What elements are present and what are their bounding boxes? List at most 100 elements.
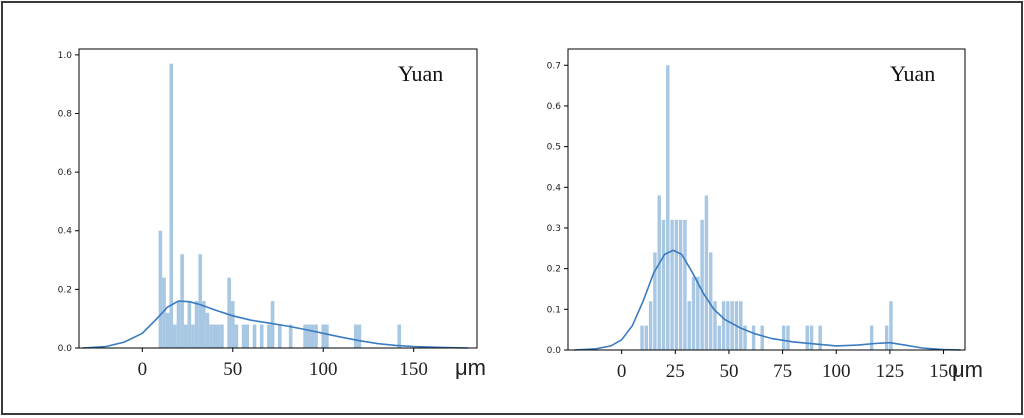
histogram-bar (353, 324, 358, 348)
x-tick-label: 50 (223, 359, 242, 380)
y-tick-label: 0.0 (547, 346, 562, 356)
histogram-bar (310, 324, 315, 348)
histogram-bar (267, 324, 271, 348)
y-tick-label: 0.6 (58, 168, 73, 178)
histogram-bar (653, 252, 657, 350)
annotation-label: Yuan (398, 61, 443, 86)
histogram-bar (713, 301, 717, 350)
histogram-bar (721, 301, 726, 350)
histogram-bar (230, 301, 235, 348)
x-tick-label: 0 (617, 361, 627, 382)
histogram-bar (205, 312, 210, 348)
histogram-bar (683, 219, 687, 350)
plot-area-frame (78, 48, 478, 349)
histogram-bar (321, 324, 326, 348)
histogram-bar (176, 301, 181, 348)
histogram-bar (809, 325, 814, 350)
kde-curve-line (574, 249, 961, 351)
histogram-bar (869, 325, 874, 350)
y-tick-label: 0.2 (547, 265, 561, 275)
histogram-bar (640, 325, 644, 350)
histogram-bar (241, 324, 246, 348)
histogram-bar (730, 301, 734, 350)
kde-curve-line (82, 300, 469, 349)
histogram-bar (252, 324, 257, 348)
histogram-bar (357, 324, 362, 348)
x-tick-label: 150 (929, 361, 958, 382)
histogram-bar (158, 230, 163, 348)
histogram-bar (687, 301, 691, 350)
x-tick-label: 50 (719, 361, 738, 382)
histogram-bar (678, 219, 683, 350)
histogram-bar (191, 324, 195, 348)
histogram-bar (288, 324, 293, 348)
histogram-bar (739, 301, 743, 350)
plot-area-frame (567, 48, 966, 351)
y-tick-label: 0.2 (58, 285, 72, 295)
histogram-bar (202, 301, 206, 348)
histogram-bar (234, 324, 239, 348)
x-tick-label: 150 (399, 359, 428, 380)
histogram-bar (818, 325, 822, 350)
x-axis-unit-label: μm (455, 355, 486, 380)
histogram-bar (648, 301, 653, 350)
x-axis-unit-label: μm (952, 357, 983, 382)
histogram-bar (183, 324, 188, 348)
histogram-bar (187, 301, 192, 348)
histogram-bar (726, 301, 730, 350)
y-tick-label: 0.1 (547, 305, 561, 315)
histogram-chart-right: 0.0 0.1 0.2 0.3 0.4 0.5 0.6 0.7 0 25 50 75 100 125 150… (547, 48, 983, 382)
histogram-bar (397, 324, 402, 348)
histogram-bar (216, 324, 221, 348)
histogram-bar (220, 324, 224, 348)
histogram-bar (805, 325, 809, 350)
histogram-bar (696, 276, 700, 350)
histogram-bar (303, 324, 307, 348)
histogram-bar (657, 195, 661, 350)
x-tick-label: 100 (822, 361, 851, 382)
histogram-bar (786, 325, 790, 350)
histogram-bar (212, 324, 217, 348)
y-tick-label: 0.6 (547, 102, 562, 112)
histogram-bar (227, 277, 231, 348)
histogram-bar (661, 219, 666, 350)
histogram-bar (162, 277, 166, 348)
histogram-bar (245, 324, 250, 348)
y-tick-label: 0.4 (547, 183, 562, 193)
x-tick-label: 0 (138, 359, 148, 380)
x-tick-label: 125 (876, 361, 905, 382)
histogram-bar (173, 324, 177, 348)
y-tick-label: 0.7 (547, 61, 561, 71)
figure-canvas: 0.0 0.2 0.4 0.6 0.8 1.0 0 50 100 150 Yuan μm 0.0 0.1… (58, 48, 983, 382)
histogram-bar (781, 325, 786, 350)
histogram-bar (666, 65, 670, 351)
x-tick-label: 75 (773, 361, 792, 382)
y-tick-label: 0.0 (58, 344, 73, 354)
histogram-bar (700, 219, 704, 350)
annotation-label: Yuan (890, 61, 935, 86)
histogram-bar (165, 312, 170, 348)
histogram-bar (743, 325, 747, 350)
y-tick-label: 0.4 (58, 227, 73, 237)
histogram-bar (194, 301, 199, 348)
y-tick-label: 1.0 (58, 51, 73, 61)
histogram-bar (670, 219, 674, 350)
histogram-bar (884, 325, 889, 350)
y-tick-label: 0.5 (547, 143, 561, 153)
histogram-bar (325, 324, 329, 348)
histogram-bar (270, 301, 275, 348)
histogram-bar (644, 325, 649, 350)
x-tick-label: 25 (666, 361, 685, 382)
histogram-bar (691, 276, 696, 350)
histogram-bar (314, 324, 318, 348)
histogram-bar (278, 324, 282, 348)
y-tick-label: 0.3 (547, 224, 561, 234)
histogram-bar (169, 63, 174, 349)
histogram-bar (198, 254, 203, 348)
histogram-bar (760, 325, 764, 350)
x-tick-label: 100 (309, 359, 338, 380)
y-tick-label: 0.8 (58, 109, 73, 119)
histogram-bar (674, 219, 679, 350)
histogram-bar (751, 325, 756, 350)
